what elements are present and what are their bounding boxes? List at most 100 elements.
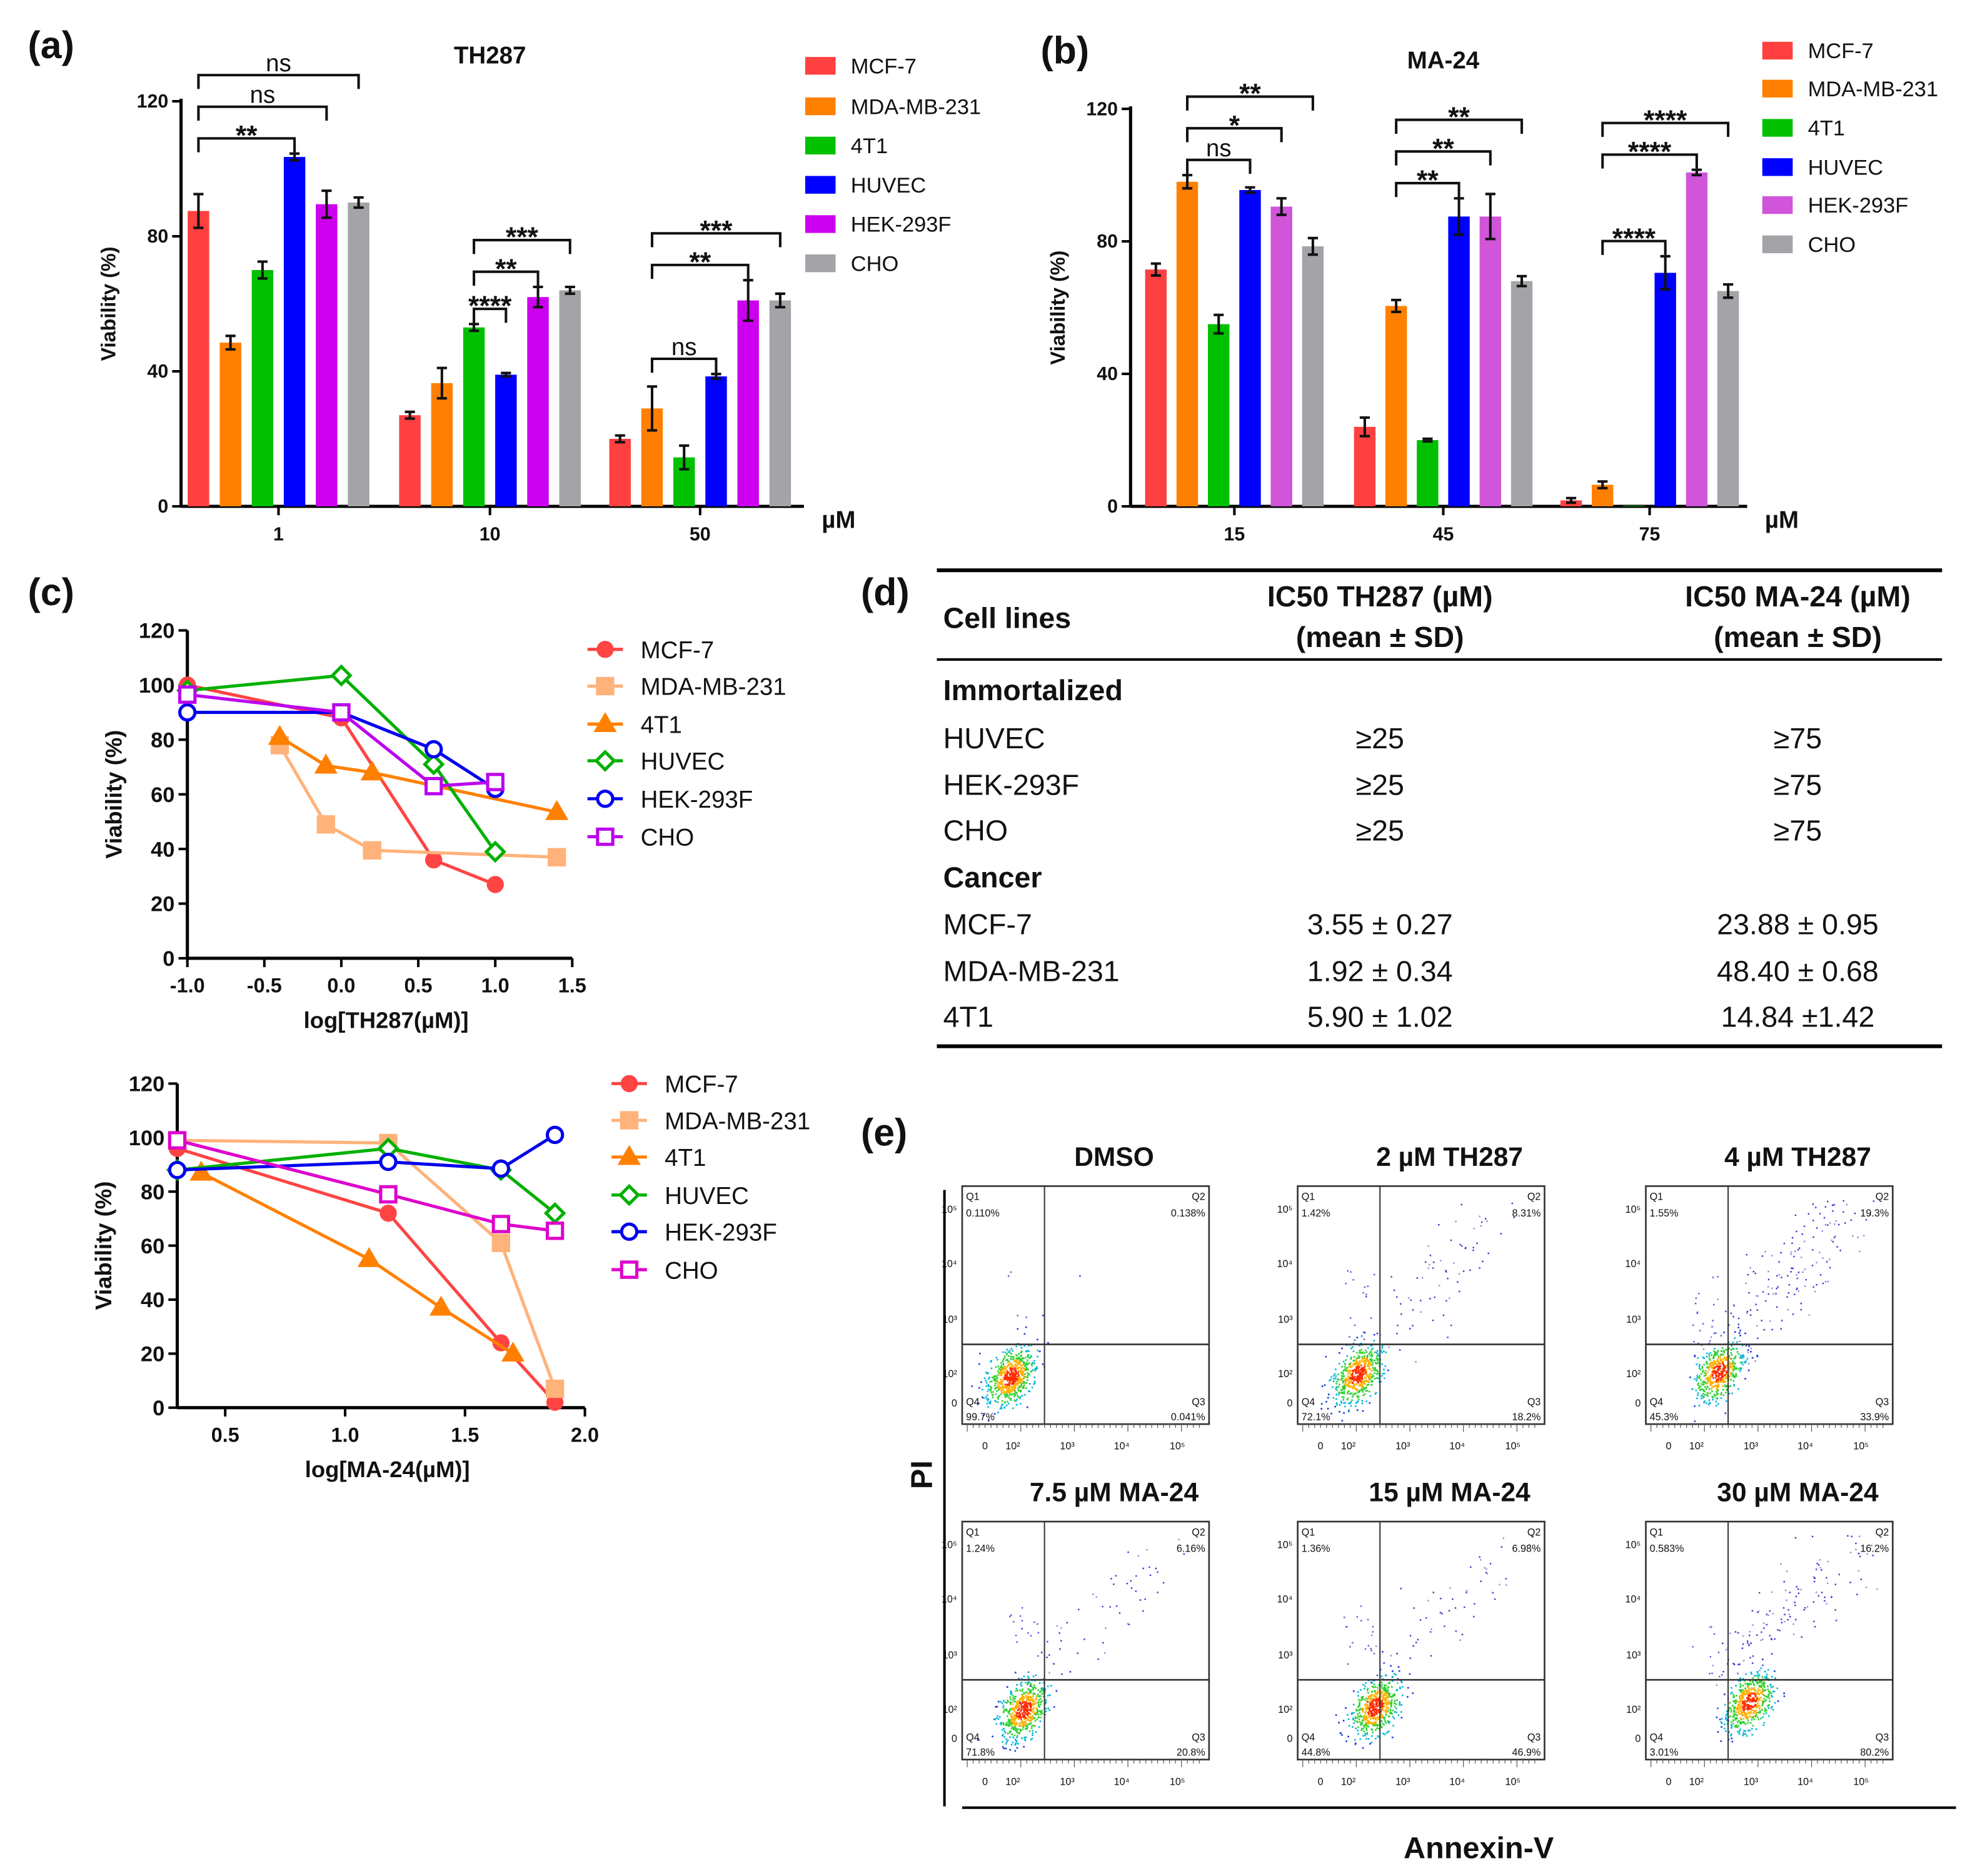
header-ma24-line2: (mean ± SD) xyxy=(1714,620,1882,653)
y-tick-label: 0 xyxy=(158,496,168,517)
quadrant-name-q3: Q3 xyxy=(1192,1732,1205,1743)
y-tick-label: 120 xyxy=(129,1073,164,1096)
bar-mcf-7-15 xyxy=(1145,269,1167,507)
error-bar xyxy=(1691,168,1702,177)
quadrant-name-q1: Q1 xyxy=(1650,1191,1664,1203)
error-bar xyxy=(646,385,658,432)
x-tick-label: 15 xyxy=(1224,524,1245,545)
group-immortalized: Immortalized xyxy=(943,673,1123,706)
error-bar xyxy=(405,410,415,420)
y-tick-label: 10² xyxy=(942,1368,957,1380)
chart-title: TH287 xyxy=(454,42,526,69)
x-tick-label: 10⁴ xyxy=(1114,1776,1130,1787)
quadrant-percent-q3: 33.9% xyxy=(1860,1412,1889,1423)
series-line-cho xyxy=(176,1138,555,1233)
quadrant-name-q3: Q3 xyxy=(1527,1732,1541,1743)
data-point-mda-mb-231 xyxy=(363,841,381,860)
quadrant-percent-q2: 19.3% xyxy=(1860,1208,1889,1219)
quadrant-percent-q2: 8.31% xyxy=(1512,1208,1541,1219)
data-point-hek-293f xyxy=(425,740,443,759)
significance-label: **** xyxy=(1612,223,1656,254)
series-line-mda-mb-231 xyxy=(278,744,557,859)
y-tick-label: 80 xyxy=(151,728,174,752)
quadrant-percent-q2: 6.98% xyxy=(1512,1543,1541,1555)
data-point-mcf-7 xyxy=(486,876,504,893)
y-tick-label: 10³ xyxy=(942,1314,957,1325)
x-tick-label: 10⁵ xyxy=(1170,1441,1185,1452)
significance-bracket xyxy=(1601,153,1698,169)
quadrant-percent-q4: 45.3% xyxy=(1650,1412,1679,1423)
error-bar xyxy=(743,279,753,323)
flow-plot-frame xyxy=(961,1520,1210,1761)
error-bar xyxy=(775,292,786,309)
header-ma24-line1: IC50 MA-24 (µM) xyxy=(1685,579,1911,613)
significance-bracket xyxy=(1186,158,1252,174)
error-bar xyxy=(1307,236,1319,256)
quadrant-name-q3: Q3 xyxy=(1876,1732,1889,1743)
quadrant-name-q3: Q3 xyxy=(1192,1397,1205,1408)
quadrant-name-q1: Q1 xyxy=(966,1191,980,1203)
group-cancer: Cancer xyxy=(943,861,1042,894)
bar-hek-293f-1 xyxy=(316,204,338,507)
pi-axis-label: PI xyxy=(905,1460,938,1489)
y-tick-label: 40 xyxy=(1097,364,1118,384)
flow-plot: 15 µM MA-24 Q1 1.36% Q2 6.98% Q3 46.9% Q4 44.8% 1… xyxy=(1277,1478,1545,1787)
legend-marker xyxy=(593,712,617,732)
quadrant-name-q4: Q4 xyxy=(1650,1397,1664,1408)
quadrant-percent-q4: 44.8% xyxy=(1302,1747,1330,1758)
flow-plot-frame xyxy=(1645,1185,1894,1425)
bar-chart-th287: 0 40 80 120 TH287 Viability (%) µM 1 10 50 MCF-7 MD… xyxy=(97,42,981,544)
legend-label: 4T1 xyxy=(1808,117,1845,141)
bar-cho-10 xyxy=(559,290,581,507)
data-point-cho xyxy=(491,1215,510,1233)
y-axis-label: Viability (%) xyxy=(101,730,126,859)
legend-label: 4T1 xyxy=(665,1145,706,1171)
error-bar xyxy=(1723,283,1734,299)
y-tick-label: 10⁵ xyxy=(1277,1540,1293,1551)
header-ma24: IC50 MA-24 (µM) (mean ± SD) xyxy=(1685,576,1911,657)
x-tick-label: 10 xyxy=(480,524,501,545)
significance-label: * xyxy=(1229,110,1240,141)
y-tick-label: 80 xyxy=(1097,231,1118,252)
significance-label: ** xyxy=(495,254,517,284)
y-tick-label: 80 xyxy=(141,1180,164,1204)
x-tick-label: -1.0 xyxy=(170,975,205,997)
table-top-rule xyxy=(937,568,1942,573)
significance-label: ** xyxy=(1417,165,1439,196)
x-tick-label: 2.0 xyxy=(571,1423,599,1446)
data-point-4t1 xyxy=(357,1247,381,1267)
y-tick-label: 10² xyxy=(1278,1704,1293,1715)
series-line-huvec xyxy=(177,1146,556,1215)
significance-label: ** xyxy=(1448,102,1470,133)
significance-bracket xyxy=(1601,239,1667,255)
row-cell-name: MCF-7 xyxy=(943,907,1032,941)
error-bar xyxy=(1245,186,1255,194)
quadrant-percent-q3: 80.2% xyxy=(1860,1747,1889,1758)
significance-label: ns xyxy=(250,82,276,109)
quadrant-percent-q1: 1.42% xyxy=(1302,1208,1330,1219)
bar-4t1-1 xyxy=(251,270,274,507)
legend-marker xyxy=(620,1260,639,1279)
row-ma24-value: 23.88 ± 0.95 xyxy=(1717,907,1879,941)
data-point-cho xyxy=(425,776,443,796)
significance-bracket xyxy=(473,308,508,323)
y-tick-label: 0 xyxy=(1635,1398,1641,1409)
error-bar xyxy=(225,334,236,351)
error-bar xyxy=(193,193,204,229)
legend-label: MDA-MB-231 xyxy=(641,674,786,701)
quadrant-name-q2: Q2 xyxy=(1192,1191,1205,1203)
x-tick-label: 10³ xyxy=(1395,1776,1410,1787)
x-tick-label: 10⁴ xyxy=(1797,1776,1813,1787)
bar-huvec-10 xyxy=(495,374,517,507)
y-tick-label: 80 xyxy=(148,226,169,247)
row-cell-name: HEK-293F xyxy=(943,768,1080,801)
legend-marker xyxy=(618,1183,641,1206)
scatter-cloud xyxy=(978,1538,1185,1752)
legend-label: HUVEC xyxy=(851,174,926,198)
bar-4t1-15 xyxy=(1208,324,1230,507)
legend-label: HUVEC xyxy=(1808,156,1883,179)
x-tick-label: 10³ xyxy=(1395,1441,1410,1452)
significance-bracket xyxy=(1395,150,1492,166)
quadrant-name-q4: Q4 xyxy=(966,1732,980,1743)
quadrant-percent-q1: 0.110% xyxy=(966,1208,1000,1219)
